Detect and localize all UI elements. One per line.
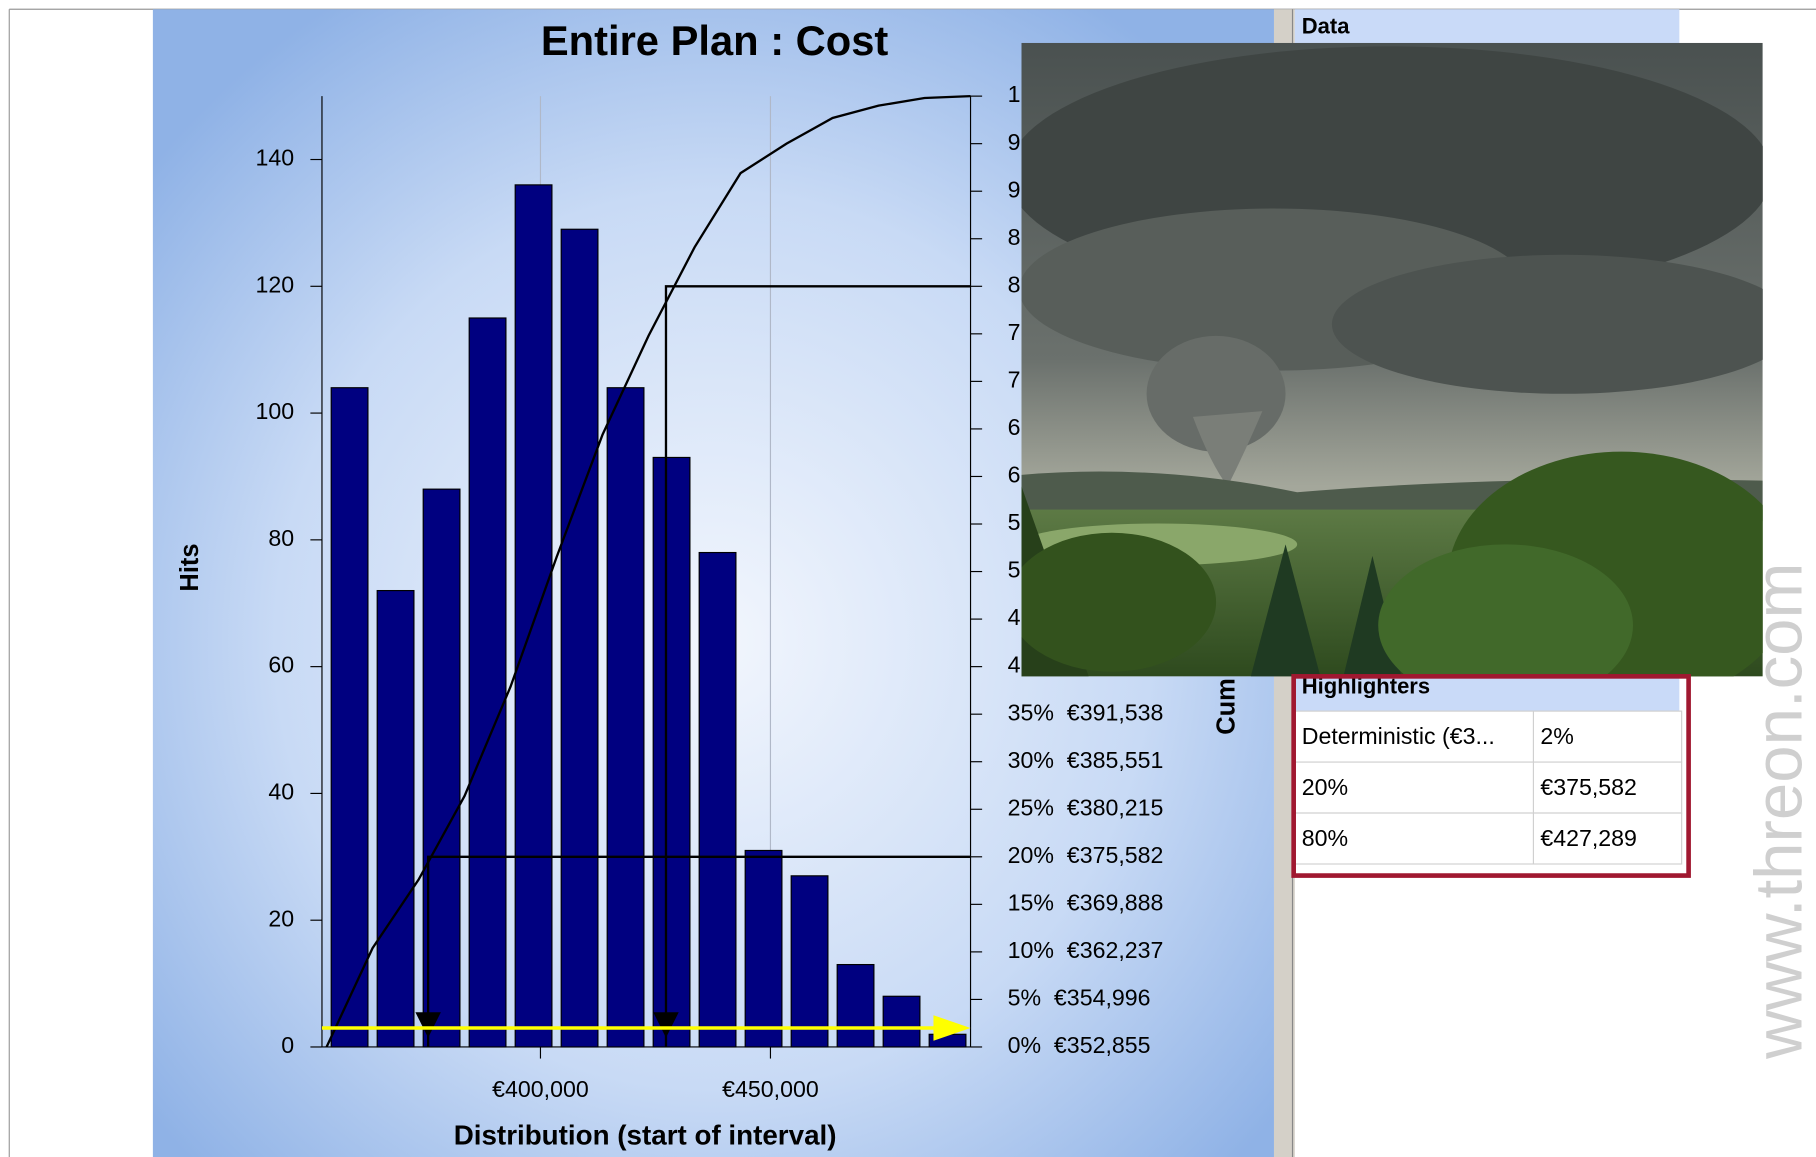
y2-tick-label: 35% €391,538 [1008,699,1164,725]
table-cell: €427,289 [1540,825,1637,851]
photo [1008,43,1796,707]
watermark: www.threon.com [1741,563,1816,1060]
y2-tick-label: 7 [1008,319,1021,345]
panel-header [1295,9,1680,44]
bar [377,591,414,1047]
bar [837,965,874,1047]
y2-tick-label: 0% €352,855 [1008,1032,1151,1058]
y2-tick-label: 9 [1008,129,1021,155]
bar [883,996,920,1047]
bar [745,850,782,1047]
bar [699,553,736,1047]
y2-tick-label: 5 [1008,557,1021,583]
table-cell: 80% [1302,825,1348,851]
table-cell: 2% [1540,723,1573,749]
y-tick-label: 60 [268,652,294,678]
y2-tick-label: 4 [1008,652,1021,678]
bar [331,388,368,1047]
bar [469,318,506,1047]
y2-tick-label: 1 [1008,81,1021,107]
table-cell: Deterministic (€3... [1302,723,1495,749]
panel-header-text: Data [1302,14,1350,39]
bar [653,457,690,1047]
y2-tick-label: 6 [1008,414,1021,440]
y-tick-label: 140 [256,145,295,171]
y2-tick-label: 4 [1008,604,1021,630]
y2-tick-label: 5% €354,996 [1008,985,1151,1011]
y2-tick-label: 10% €362,237 [1008,937,1164,963]
y-tick-label: 20 [268,905,294,931]
screen: Data €400,000 €450,000 0 20 40 60 80 100 120 140 0… [0,0,1816,1157]
bar [515,185,552,1047]
y2-tick-label: 9 [1008,176,1021,202]
table-cell: €375,582 [1540,774,1637,800]
y2-tick-label: 25% €380,215 [1008,794,1164,820]
x-tick-label: €450,000 [722,1076,819,1102]
y2-tick-label: 15% €369,888 [1008,889,1164,915]
y2-tick-label: 7 [1008,367,1021,393]
bar [561,229,598,1047]
y2-axis-title: Cum [1212,678,1240,735]
y2-tick-label: 5 [1008,509,1021,535]
y2-tick-label: 6 [1008,462,1021,488]
highlighters-table: Deterministic (€3... 2% 20% €375,582 80% €427… [1295,711,1682,864]
y2-tick-label: 20% €375,582 [1008,842,1164,868]
y-tick-label: 120 [256,271,295,297]
y2-tick-label: 8 [1008,271,1021,297]
y2-tick-label: 8 [1008,224,1021,250]
y-axis-title: Hits [176,543,204,591]
y-tick-label: 80 [268,525,294,551]
x-tick-label: €400,000 [492,1076,589,1102]
table-cell: 20% [1302,774,1348,800]
chart-title: Entire Plan : Cost [541,17,889,64]
y2-tick-label: 30% €385,551 [1008,747,1164,773]
x-axis-title: Distribution (start of interval) [454,1120,837,1151]
y-tick-label: 40 [268,779,294,805]
y-tick-label: 100 [256,398,295,424]
bar [607,388,644,1047]
y-tick-label: 0 [281,1032,294,1058]
bar [791,876,828,1047]
